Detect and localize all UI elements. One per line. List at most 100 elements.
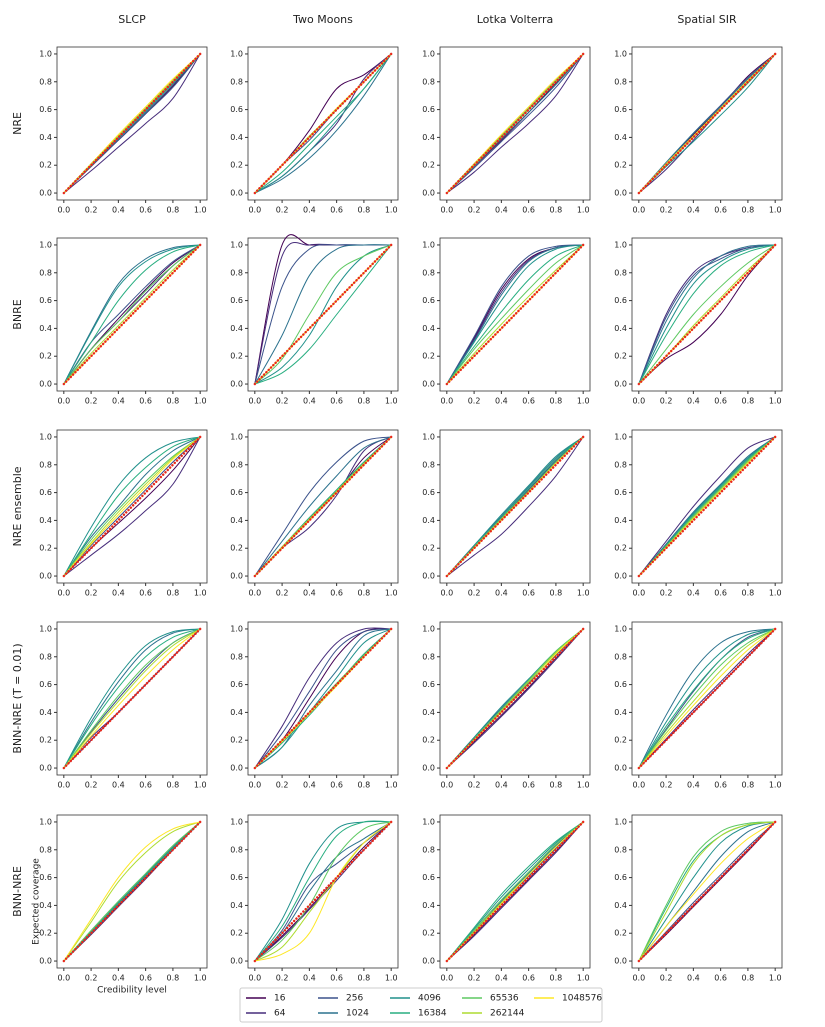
coverage-line [446,436,584,577]
x-tick-label: 0.6 [139,206,152,215]
y-tick-label: 0.2 [422,352,435,361]
coverage-line [254,244,392,385]
coverage-line [63,244,201,385]
x-tick-label: 0.8 [167,397,180,406]
x-tick-label: 0.8 [358,206,371,215]
x-tick-label: 0.4 [687,206,700,215]
x-tick-label: 0.6 [714,206,727,215]
legend-label: 16384 [418,1009,447,1019]
x-tick-label: 0.2 [468,589,481,598]
coverage-line [638,244,776,385]
y-tick-label: 0.4 [614,133,627,142]
x-tick-label: 0.4 [303,206,316,215]
coverage-line [63,436,201,577]
y-tick-label: 0.2 [39,161,52,170]
y-tick-label: 0.8 [614,268,627,277]
x-tick-label: 0.2 [660,974,673,983]
legend-label: 65536 [490,994,519,1004]
coverage-line [254,627,392,769]
y-tick-label: 1.0 [230,240,243,249]
y-tick-label: 0.8 [422,77,435,86]
y-tick-label: 0.4 [422,708,435,717]
x-tick-label: 0.6 [139,781,152,790]
plot-frame [631,621,783,776]
y-tick-label: 0.4 [614,516,627,525]
x-tick-label: 0.0 [632,206,645,215]
plot-frame [631,814,783,969]
x-tick-label: 1.0 [385,589,398,598]
y-tick-label: 0.0 [39,380,52,389]
y-tick-label: 1.0 [230,817,243,826]
diagonal-reference [62,435,202,578]
coverage-line [446,53,584,194]
y-tick-label: 0.4 [39,133,52,142]
x-tick-label: 0.2 [660,206,673,215]
column-title: Two Moons [292,13,353,26]
row-title: NRE ensemble [11,466,24,546]
x-tick-label: 0.2 [85,974,98,983]
x-tick-label: 0.2 [468,397,481,406]
x-tick-label: 0.0 [57,974,70,983]
coverage-line [63,244,201,385]
y-tick-label: 0.6 [39,488,52,497]
x-tick-label: 1.0 [769,781,782,790]
diagonal-reference [253,243,393,386]
x-tick-label: 0.8 [550,206,563,215]
y-tick-label: 0.4 [230,133,243,142]
x-tick-label: 0.8 [358,781,371,790]
coverage-line [446,821,584,962]
y-tick-label: 0.4 [230,901,243,910]
y-tick-label: 0.2 [422,929,435,938]
x-tick-label: 0.4 [495,974,508,983]
x-tick-label: 0.4 [303,781,316,790]
y-tick-label: 0.8 [614,845,627,854]
coverage-line [446,244,584,385]
y-tick-label: 0.4 [422,133,435,142]
x-tick-label: 0.6 [330,397,343,406]
x-tick-label: 0.2 [276,781,289,790]
x-tick-label: 0.2 [660,589,673,598]
y-tick-label: 1.0 [422,624,435,633]
y-tick-label: 0.2 [230,736,243,745]
diagonal-reference [253,820,393,963]
coverage-line [446,821,584,962]
y-tick-label: 0.2 [39,929,52,938]
x-tick-label: 0.0 [440,781,453,790]
diagonal-reference [637,52,777,195]
x-tick-label: 0.2 [660,397,673,406]
y-tick-label: 0.2 [39,544,52,553]
x-axis-label: Credibility level [97,986,167,996]
x-tick-label: 0.6 [330,974,343,983]
plot-frame [56,237,208,392]
legend-label: 1024 [346,1009,369,1019]
x-tick-label: 0.8 [358,589,371,598]
y-tick-label: 0.4 [614,324,627,333]
diagonal-reference [62,820,202,963]
x-tick-label: 0.0 [440,397,453,406]
y-tick-label: 0.4 [230,324,243,333]
coverage-line [638,244,776,385]
x-tick-label: 0.8 [742,206,755,215]
plot-frame [439,429,591,584]
x-tick-label: 0.4 [303,397,316,406]
x-tick-label: 0.4 [495,781,508,790]
x-tick-label: 0.4 [303,589,316,598]
y-tick-label: 0.4 [39,901,52,910]
x-tick-label: 0.4 [495,397,508,406]
y-tick-label: 0.2 [614,929,627,938]
x-tick-label: 0.6 [330,589,343,598]
plot-frame [631,429,783,584]
diagonal-reference [445,627,585,770]
x-tick-label: 1.0 [194,206,207,215]
plot-frame [247,621,399,776]
coverage-line [638,628,776,769]
y-tick-label: 0.0 [230,189,243,198]
y-tick-label: 0.0 [422,380,435,389]
row-title: BNN-NRE (T = 0.01) [11,643,24,753]
y-tick-label: 0.8 [39,460,52,469]
y-tick-label: 1.0 [39,817,52,826]
coverage-line [638,628,776,769]
x-tick-label: 1.0 [577,781,590,790]
x-tick-label: 1.0 [194,397,207,406]
legend-label: 262144 [490,1009,525,1019]
